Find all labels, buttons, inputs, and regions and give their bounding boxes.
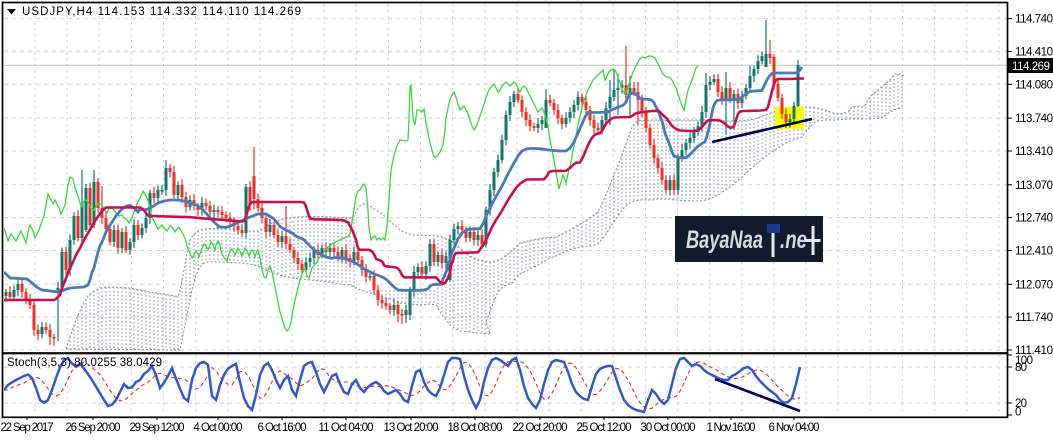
svg-text:29 Sep 12:00: 29 Sep 12:00 <box>130 422 185 434</box>
svg-text:26 Sep 20:00: 26 Sep 20:00 <box>66 422 121 434</box>
svg-text:0: 0 <box>1015 407 1021 419</box>
svg-text:USDJPY,H4 114.153 114.332 114: USDJPY,H4 114.153 114.332 114.110 114.26… <box>22 6 301 18</box>
svg-text:114.080: 114.080 <box>1015 79 1053 91</box>
svg-text:11 Oct 04:00: 11 Oct 04:00 <box>319 422 374 434</box>
svg-text:.ne: .ne <box>780 226 807 254</box>
svg-text:13 Oct 20:00: 13 Oct 20:00 <box>384 422 439 434</box>
svg-text:30 Oct 00:00: 30 Oct 00:00 <box>641 422 696 434</box>
svg-text:4 Oct 00:00: 4 Oct 00:00 <box>194 422 243 434</box>
svg-text:111.410: 111.410 <box>1015 345 1053 357</box>
svg-text:114.740: 114.740 <box>1015 14 1053 26</box>
svg-text:112.070: 112.070 <box>1015 279 1053 291</box>
svg-text:114.410: 114.410 <box>1015 46 1053 58</box>
svg-text:100: 100 <box>1015 355 1033 367</box>
svg-text:113.410: 113.410 <box>1015 146 1053 158</box>
svg-text:BayaNaa: BayaNaa <box>686 226 763 254</box>
svg-text:113.740: 113.740 <box>1015 113 1053 125</box>
svg-text:25 Oct 12:00: 25 Oct 12:00 <box>577 422 632 434</box>
svg-text:22 Sep 2017: 22 Sep 2017 <box>1 422 54 434</box>
svg-text:80: 80 <box>1015 362 1027 374</box>
svg-text:6 Nov 04:00: 6 Nov 04:00 <box>769 422 820 434</box>
svg-text:Stoch(3,5,3) 80.0255 38.0429: Stoch(3,5,3) 80.0255 38.0429 <box>7 357 162 369</box>
svg-text:114.269: 114.269 <box>1012 61 1050 73</box>
svg-text:20: 20 <box>1015 398 1027 410</box>
svg-text:111.740: 111.740 <box>1015 312 1053 324</box>
svg-text:6 Oct 16:00: 6 Oct 16:00 <box>258 422 307 434</box>
svg-text:22 Oct 20:00: 22 Oct 20:00 <box>513 422 568 434</box>
svg-text:18 Oct 08:00: 18 Oct 08:00 <box>448 422 503 434</box>
svg-text:112.740: 112.740 <box>1015 213 1053 225</box>
svg-text:113.070: 113.070 <box>1015 180 1053 192</box>
svg-text:1 Nov 16:00: 1 Nov 16:00 <box>707 422 756 434</box>
svg-text:112.410: 112.410 <box>1015 246 1053 258</box>
